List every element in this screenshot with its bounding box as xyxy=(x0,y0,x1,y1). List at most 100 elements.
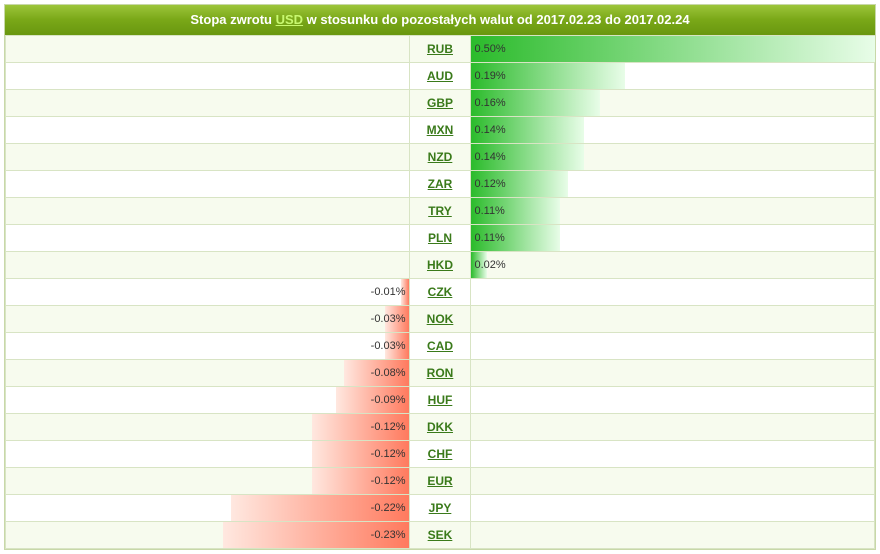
table-row: -0.03% CAD xyxy=(6,333,875,360)
table-row: -0.12% CHF xyxy=(6,441,875,468)
currency-return-table: Stopa zwrotu USD w stosunku do pozostały… xyxy=(4,4,876,550)
currency-link[interactable]: CHF xyxy=(428,447,453,461)
currency-link[interactable]: SEK xyxy=(428,528,453,542)
negative-bar-cell: -0.08% xyxy=(6,360,410,387)
currency-code-cell: RON xyxy=(409,360,471,387)
negative-bar-cell: -0.09% xyxy=(6,387,410,414)
negative-bar-cell xyxy=(6,198,410,225)
currency-link[interactable]: EUR xyxy=(427,474,452,488)
table-row: AUD 0.19% xyxy=(6,63,875,90)
positive-bar-cell: 0.11% xyxy=(471,198,875,225)
currency-code-cell: NOK xyxy=(409,306,471,333)
currency-code-cell: AUD xyxy=(409,63,471,90)
currency-code-cell: DKK xyxy=(409,414,471,441)
positive-bar-cell xyxy=(471,441,875,468)
negative-bar: -0.12% xyxy=(312,414,409,440)
positive-bar: 0.02% xyxy=(471,252,487,278)
positive-bar-cell xyxy=(471,522,875,549)
currency-code-cell: GBP xyxy=(409,90,471,117)
positive-bar: 0.11% xyxy=(471,198,560,224)
base-currency-link[interactable]: USD xyxy=(276,12,303,27)
currency-link[interactable]: RUB xyxy=(427,42,453,56)
positive-bar-cell xyxy=(471,279,875,306)
currency-link[interactable]: CZK xyxy=(428,285,453,299)
negative-bar-cell: -0.01% xyxy=(6,279,410,306)
currency-link[interactable]: JPY xyxy=(429,501,452,515)
currency-code-cell: HKD xyxy=(409,252,471,279)
negative-bar: -0.09% xyxy=(336,387,409,413)
positive-bar-cell xyxy=(471,360,875,387)
table-row: -0.08% RON xyxy=(6,360,875,387)
currency-code-cell: CAD xyxy=(409,333,471,360)
currency-link[interactable]: PLN xyxy=(428,231,452,245)
negative-bar-cell xyxy=(6,225,410,252)
negative-bar-cell: -0.03% xyxy=(6,306,410,333)
negative-bar-cell: -0.03% xyxy=(6,333,410,360)
negative-bar: -0.03% xyxy=(385,333,409,359)
table-row: -0.03% NOK xyxy=(6,306,875,333)
currency-link[interactable]: NZD xyxy=(428,150,453,164)
negative-bar-cell: -0.22% xyxy=(6,495,410,522)
currency-link[interactable]: ZAR xyxy=(428,177,453,191)
table-row: PLN 0.11% xyxy=(6,225,875,252)
negative-bar-cell xyxy=(6,252,410,279)
currency-code-cell: PLN xyxy=(409,225,471,252)
positive-bar-cell xyxy=(471,306,875,333)
positive-bar-cell: 0.14% xyxy=(471,117,875,144)
positive-bar: 0.19% xyxy=(471,63,625,89)
currency-code-cell: ZAR xyxy=(409,171,471,198)
currency-code-cell: EUR xyxy=(409,468,471,495)
negative-bar-cell xyxy=(6,171,410,198)
currency-link[interactable]: MXN xyxy=(427,123,454,137)
table-row: -0.01% CZK xyxy=(6,279,875,306)
positive-bar: 0.11% xyxy=(471,225,560,251)
positive-bar-cell xyxy=(471,495,875,522)
negative-bar-cell xyxy=(6,63,410,90)
positive-bar: 0.16% xyxy=(471,90,600,116)
currency-link[interactable]: DKK xyxy=(427,420,453,434)
returns-table: RUB 0.50% AUD 0.19% GBP 0.16% MXN 0.14% NZD 0.14%… xyxy=(5,35,875,549)
negative-bar-cell xyxy=(6,36,410,63)
table-row: ZAR0.12% xyxy=(6,171,875,198)
negative-bar-cell: -0.12% xyxy=(6,468,410,495)
currency-link[interactable]: RON xyxy=(427,366,454,380)
positive-bar-cell: 0.02% xyxy=(471,252,875,279)
currency-link[interactable]: HUF xyxy=(428,393,453,407)
table-row: GBP 0.16% xyxy=(6,90,875,117)
currency-link[interactable]: HKD xyxy=(427,258,453,272)
currency-link[interactable]: GBP xyxy=(427,96,453,110)
currency-code-cell: TRY xyxy=(409,198,471,225)
table-row: -0.23% SEK xyxy=(6,522,875,549)
currency-link[interactable]: AUD xyxy=(427,69,453,83)
table-row: -0.12% EUR xyxy=(6,468,875,495)
currency-code-cell: CHF xyxy=(409,441,471,468)
table-row: HKD 0.02% xyxy=(6,252,875,279)
currency-code-cell: SEK xyxy=(409,522,471,549)
negative-bar-cell: -0.23% xyxy=(6,522,410,549)
table-header: Stopa zwrotu USD w stosunku do pozostały… xyxy=(5,5,875,35)
table-row: NZD 0.14% xyxy=(6,144,875,171)
currency-link[interactable]: CAD xyxy=(427,339,453,353)
positive-bar-cell: 0.14% xyxy=(471,144,875,171)
positive-bar-cell: 0.50% xyxy=(471,36,875,63)
table-row: TRY 0.11% xyxy=(6,198,875,225)
table-row: -0.12% DKK xyxy=(6,414,875,441)
table-row: -0.09% HUF xyxy=(6,387,875,414)
table-row: RUB 0.50% xyxy=(6,36,875,63)
positive-bar-cell xyxy=(471,468,875,495)
negative-bar-cell xyxy=(6,117,410,144)
negative-bar: -0.12% xyxy=(312,441,409,467)
positive-bar-cell xyxy=(471,333,875,360)
currency-code-cell: NZD xyxy=(409,144,471,171)
table-row: MXN 0.14% xyxy=(6,117,875,144)
negative-bar: -0.01% xyxy=(401,279,409,305)
positive-bar: 0.50% xyxy=(471,36,875,62)
negative-bar-cell xyxy=(6,144,410,171)
positive-bar: 0.14% xyxy=(471,117,584,143)
currency-code-cell: RUB xyxy=(409,36,471,63)
currency-link[interactable]: TRY xyxy=(428,204,452,218)
negative-bar-cell: -0.12% xyxy=(6,441,410,468)
positive-bar: 0.14% xyxy=(471,144,584,170)
currency-link[interactable]: NOK xyxy=(427,312,454,326)
header-suffix: w stosunku do pozostałych walut od 2017.… xyxy=(303,12,690,27)
